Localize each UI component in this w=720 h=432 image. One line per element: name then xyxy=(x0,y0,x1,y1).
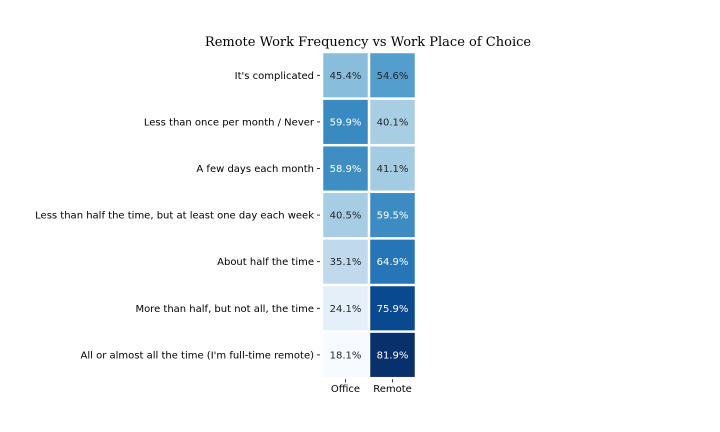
row-label: Less than half the time, but at least on… xyxy=(35,211,314,222)
column-label-office: Office xyxy=(331,384,360,395)
row-labels: It's complicated Less than once per month… xyxy=(35,71,320,361)
heatmap-cell-remote-row-7 xyxy=(370,332,415,377)
cell-value-label: 75.9% xyxy=(377,304,409,315)
row-label: About half the time xyxy=(217,257,314,268)
heatmap-cell-office-row-4 xyxy=(323,193,368,238)
cell-value-label: 24.1% xyxy=(330,304,362,315)
row-label: A few days each month xyxy=(196,164,314,175)
row-label: It's complicated xyxy=(235,71,314,82)
row-label: Less than once per month / Never xyxy=(144,117,315,128)
cell-value-label: 59.9% xyxy=(330,117,362,128)
heatmap-cell-remote-row-5 xyxy=(370,239,415,284)
cell-value-label: 64.9% xyxy=(377,257,409,268)
cell-value-label: 59.5% xyxy=(377,211,409,222)
heatmap-cell-office-row-2 xyxy=(323,99,368,144)
heatmap-cell-office-row-3 xyxy=(323,146,368,191)
heatmap-cell-office-row-5 xyxy=(323,239,368,284)
cell-value-label: 45.4% xyxy=(330,71,362,82)
heatmap-cell-remote-row-3 xyxy=(370,146,415,191)
cell-value-label: 40.5% xyxy=(330,211,362,222)
row-label: All or almost all the time (I'm full-tim… xyxy=(81,350,315,361)
cell-value-label: 40.1% xyxy=(377,117,409,128)
cell-value-label: 58.9% xyxy=(330,164,362,175)
heatmap-cells: 45.4% 54.6% 59.9% 40.1% 58.9% 41.1% 40.5% 59.5%… xyxy=(323,53,415,377)
cell-value-label: 35.1% xyxy=(330,257,362,268)
row-label: More than half, but not all, the time xyxy=(135,304,314,315)
heatmap-cell-remote-row-6 xyxy=(370,286,415,331)
cell-value-label: 41.1% xyxy=(377,164,409,175)
heatmap-cell-remote-row-2 xyxy=(370,99,415,144)
column-label-remote: Remote xyxy=(373,384,412,395)
heatmap-cell-office-row-6 xyxy=(323,286,368,331)
heatmap-cell-remote-row-4 xyxy=(370,193,415,238)
cell-value-label: 81.9% xyxy=(377,350,409,361)
heatmap-cell-remote-row-1 xyxy=(370,53,415,98)
chart-title: Remote Work Frequency vs Work Place of C… xyxy=(205,35,531,50)
column-labels: Office Remote xyxy=(331,379,412,395)
heatmap-cell-office-row-1 xyxy=(323,53,368,98)
cell-value-label: 18.1% xyxy=(330,350,362,361)
cell-value-label: 54.6% xyxy=(377,71,409,82)
heatmap-cell-office-row-7 xyxy=(323,332,368,377)
